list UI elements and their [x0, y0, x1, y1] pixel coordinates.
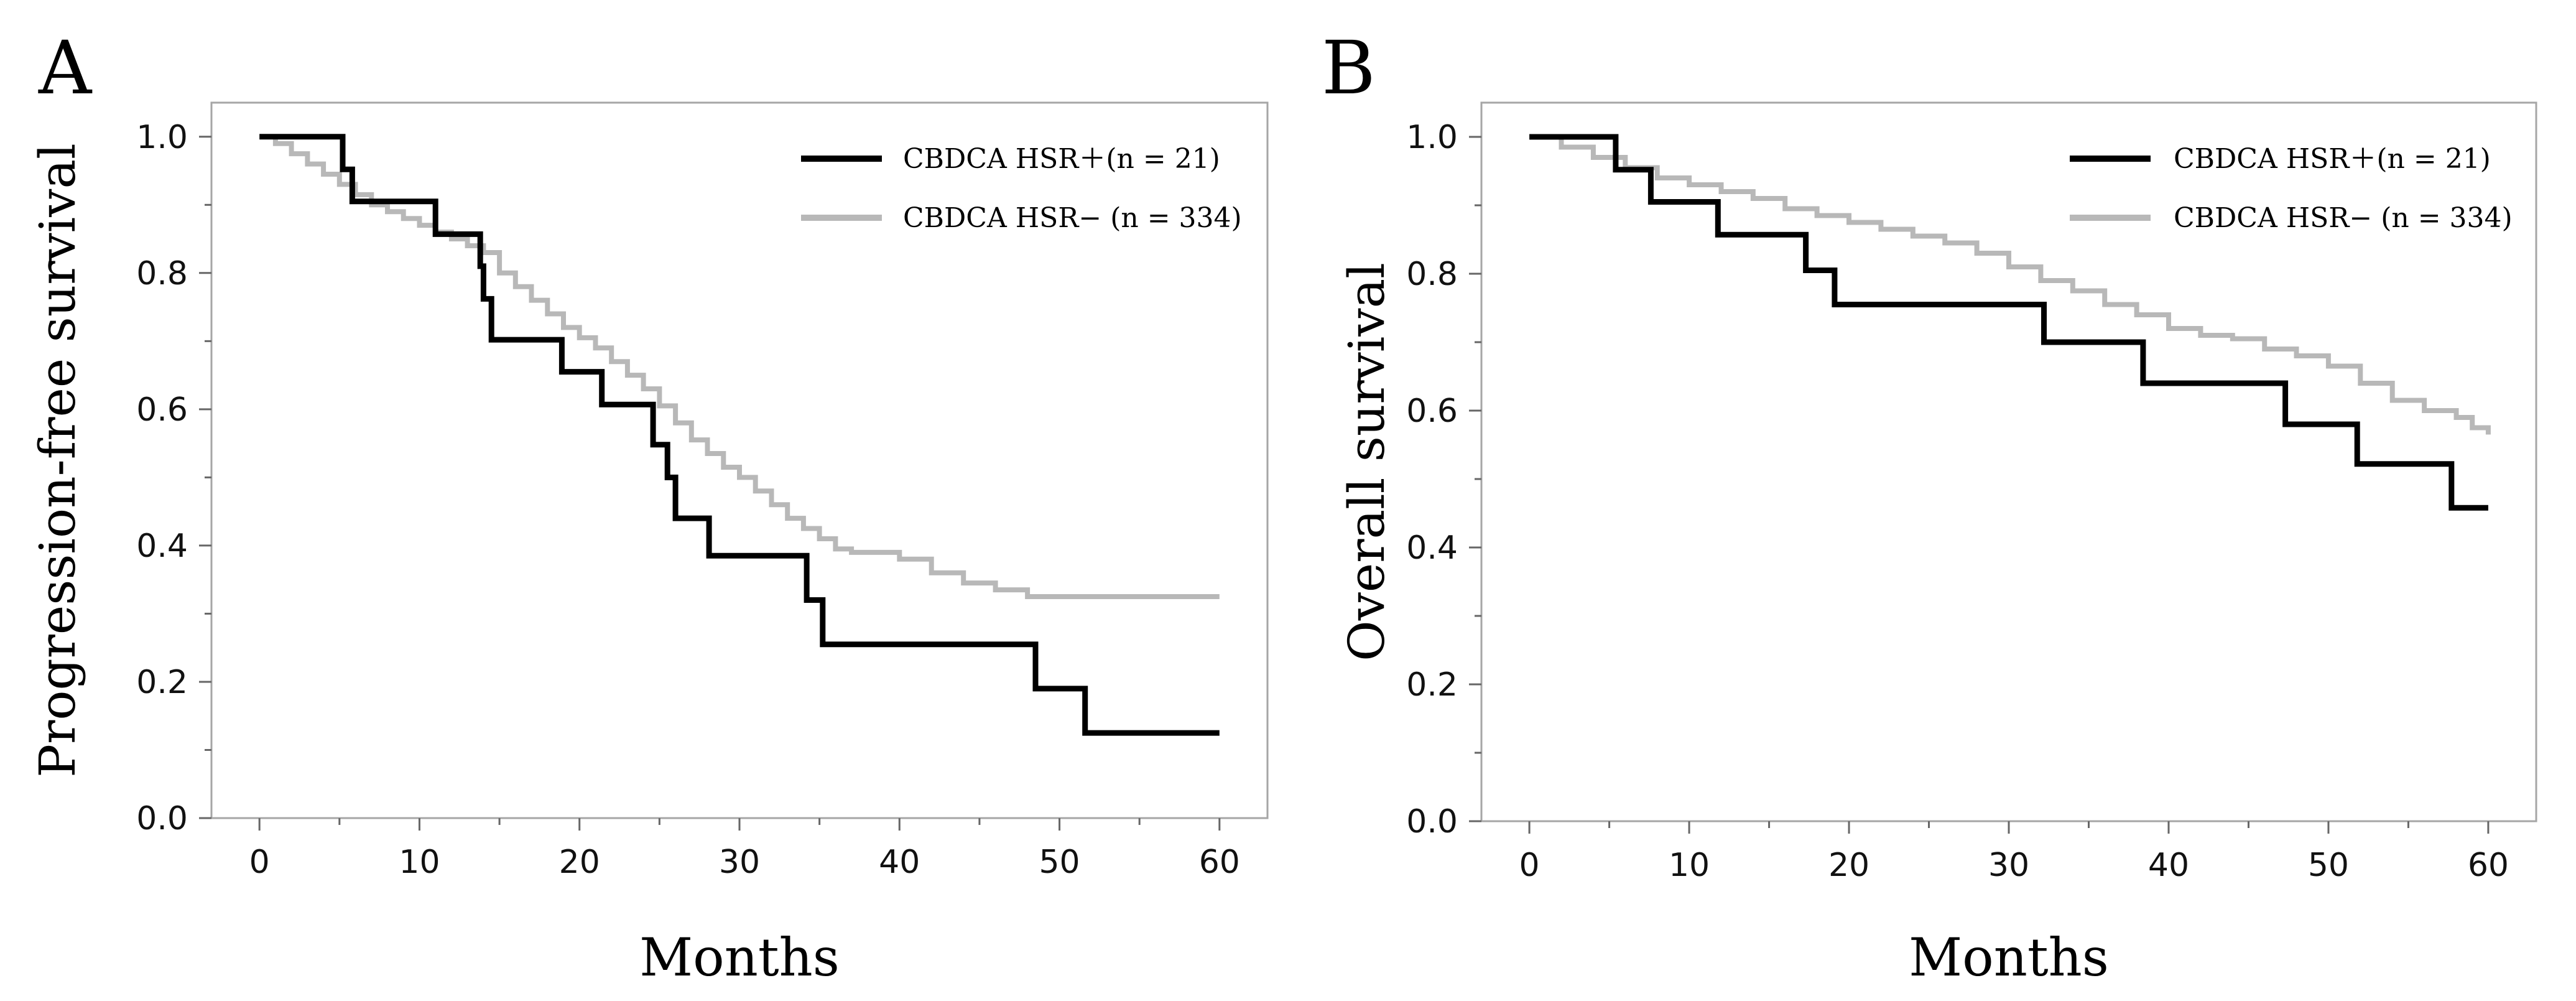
legend-label-hsr-negative: CBDCA HSR− (n = 334)	[903, 202, 1242, 234]
y-tick-label: 0.6	[136, 391, 188, 429]
x-tick-label: 60	[1199, 844, 1240, 881]
y-tick-label: 0.2	[136, 664, 188, 701]
x-tick-label: 20	[559, 844, 600, 881]
chart-panel-a: A 0.0 0.2 0.4 0.6 0.8 1.0 0 10 20 30 40 50 60 Progress…	[29, 25, 1269, 988]
x-tick-label: 30	[1988, 847, 2029, 884]
panel-letter: A	[38, 25, 93, 111]
y-tick-label: 1.0	[136, 119, 188, 156]
x-axis-title: Months	[1909, 927, 2109, 988]
x-tick-label: 0	[249, 844, 270, 881]
panel-letter: B	[1322, 25, 1376, 111]
y-tick-label: 0.2	[1406, 666, 1458, 704]
x-tick-label: 20	[1828, 847, 1869, 884]
x-tick-label: 10	[1669, 847, 1710, 884]
y-tick-label: 1.0	[1406, 119, 1458, 156]
x-tick-label: 50	[2308, 847, 2349, 884]
y-tick-label: 0.8	[136, 255, 188, 292]
legend: CBDCA HSR＋(n = 21) CBDCA HSR− (n = 334)	[801, 143, 1242, 234]
x-tick-label: 40	[2148, 847, 2189, 884]
series-line-hsr-positive	[1529, 134, 2488, 511]
legend-label-hsr-negative: CBDCA HSR− (n = 334)	[2174, 202, 2513, 234]
series-line-hsr-negative	[259, 134, 1220, 599]
x-tick-label: 10	[399, 844, 440, 881]
x-axis-title: Months	[639, 927, 840, 988]
x-tick-label: 30	[719, 844, 760, 881]
legend-label-hsr-positive: CBDCA HSR＋(n = 21)	[903, 143, 1220, 175]
series-line-hsr-negative	[1529, 134, 2491, 435]
x-tick-label: 50	[1039, 844, 1080, 881]
legend: CBDCA HSR＋(n = 21) CBDCA HSR− (n = 334)	[2070, 143, 2513, 234]
y-axis-title: Progression-free survival	[29, 143, 86, 778]
y-tick-label: 0.0	[1406, 803, 1458, 840]
y-axis-title: Overall survival	[1338, 263, 1396, 661]
y-tick-label: 0.4	[136, 528, 188, 565]
x-tick-label: 0	[1519, 847, 1540, 884]
y-tick-label: 0.6	[1406, 393, 1458, 430]
chart-panel-b: B 0.0 0.2 0.4 0.6 0.8 1.0 0 10 20 30 40 50 60 Overall …	[1322, 25, 2537, 988]
series-line-hsr-positive	[259, 134, 1220, 736]
y-tick-label: 0.0	[136, 800, 188, 837]
y-tick-label: 0.8	[1406, 256, 1458, 293]
y-tick-label: 0.4	[1406, 529, 1458, 567]
x-tick-label: 60	[2468, 847, 2509, 884]
legend-label-hsr-positive: CBDCA HSR＋(n = 21)	[2174, 143, 2491, 175]
x-tick-label: 40	[879, 844, 920, 881]
